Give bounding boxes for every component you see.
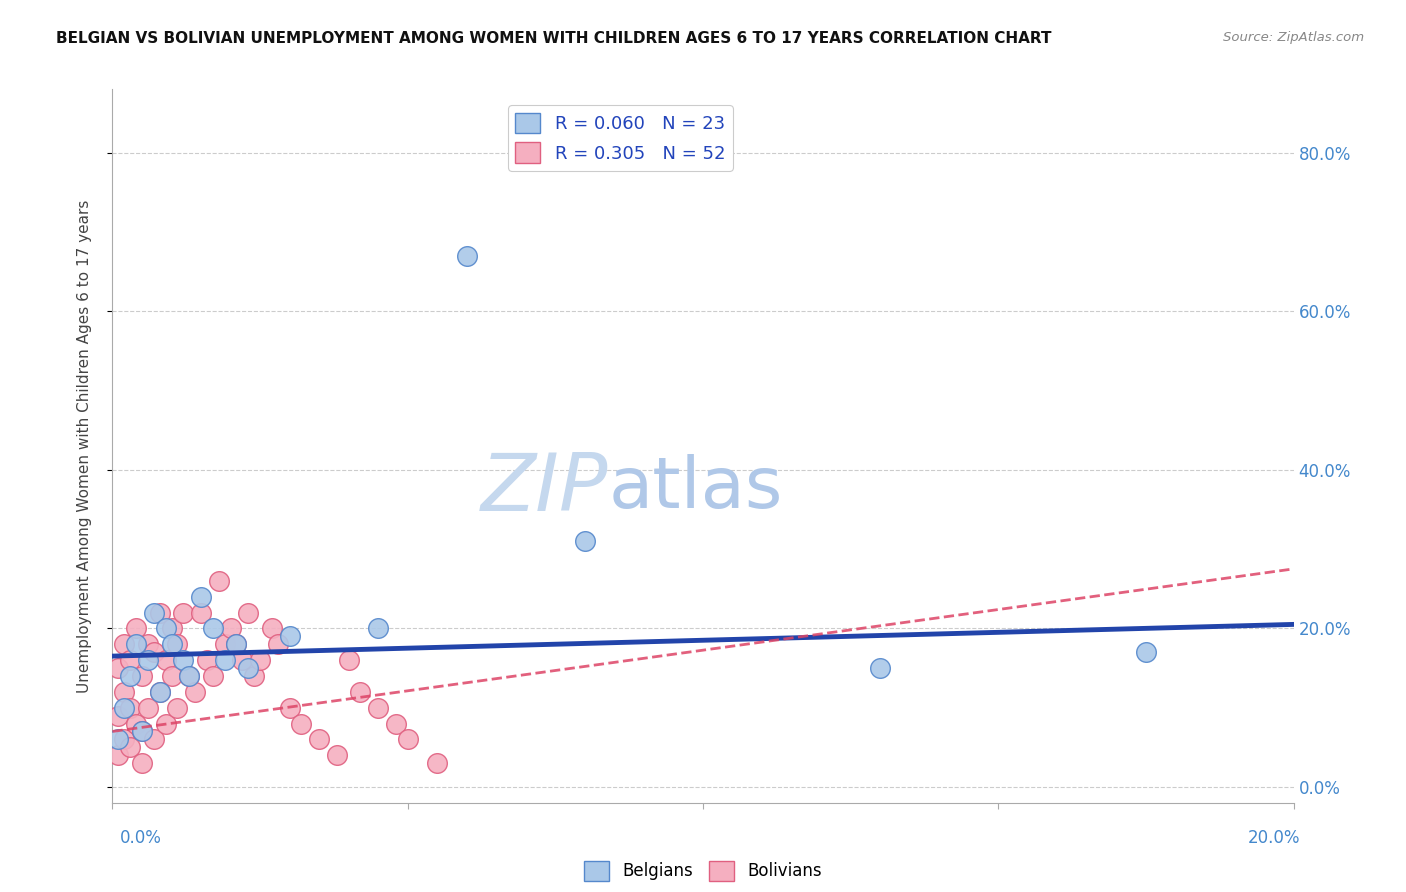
Point <box>278 700 301 714</box>
Point <box>142 732 165 747</box>
Point <box>166 637 188 651</box>
Point <box>367 700 389 714</box>
Text: ZIP: ZIP <box>481 450 609 528</box>
Point <box>367 621 389 635</box>
Point <box>396 732 419 747</box>
Point <box>112 700 135 714</box>
Point <box>142 645 165 659</box>
Point <box>125 716 148 731</box>
Text: 0.0%: 0.0% <box>120 829 162 847</box>
Point <box>136 637 159 651</box>
Point <box>131 756 153 771</box>
Point <box>120 700 142 714</box>
Point <box>1135 645 1157 659</box>
Point <box>107 748 129 763</box>
Point <box>201 669 224 683</box>
Point <box>149 606 172 620</box>
Point <box>142 606 165 620</box>
Point <box>869 661 891 675</box>
Point <box>231 653 253 667</box>
Point <box>195 653 218 667</box>
Point <box>120 740 142 755</box>
Point <box>267 637 290 651</box>
Point <box>201 621 224 635</box>
Point <box>308 732 330 747</box>
Point <box>190 606 212 620</box>
Point <box>149 685 172 699</box>
Point <box>155 621 177 635</box>
Point <box>260 621 283 635</box>
Point <box>238 661 260 675</box>
Point <box>155 716 177 731</box>
Point <box>136 653 159 667</box>
Point <box>208 574 231 588</box>
Point <box>160 621 183 635</box>
Point <box>112 732 135 747</box>
Point <box>107 732 129 747</box>
Point <box>219 621 242 635</box>
Point <box>160 637 183 651</box>
Point <box>155 653 177 667</box>
Point <box>225 637 247 651</box>
Point <box>426 756 449 771</box>
Point <box>125 621 148 635</box>
Point <box>184 685 207 699</box>
Point <box>149 685 172 699</box>
Point <box>249 653 271 667</box>
Point <box>112 637 135 651</box>
Point <box>131 669 153 683</box>
Point <box>172 606 194 620</box>
Point <box>107 661 129 675</box>
Point <box>214 653 236 667</box>
Point <box>290 716 312 731</box>
Text: BELGIAN VS BOLIVIAN UNEMPLOYMENT AMONG WOMEN WITH CHILDREN AGES 6 TO 17 YEARS CO: BELGIAN VS BOLIVIAN UNEMPLOYMENT AMONG W… <box>56 31 1052 46</box>
Point <box>214 637 236 651</box>
Point <box>107 708 129 723</box>
Point <box>131 724 153 739</box>
Point <box>238 606 260 620</box>
Point <box>120 653 142 667</box>
Point <box>225 637 247 651</box>
Point <box>456 249 478 263</box>
Text: Source: ZipAtlas.com: Source: ZipAtlas.com <box>1223 31 1364 45</box>
Y-axis label: Unemployment Among Women with Children Ages 6 to 17 years: Unemployment Among Women with Children A… <box>77 199 91 693</box>
Text: atlas: atlas <box>609 454 783 524</box>
Point <box>131 724 153 739</box>
Point <box>190 590 212 604</box>
Point <box>112 685 135 699</box>
Point <box>120 669 142 683</box>
Point <box>243 669 266 683</box>
Point <box>337 653 360 667</box>
Point <box>349 685 371 699</box>
Text: 20.0%: 20.0% <box>1249 829 1301 847</box>
Point <box>326 748 349 763</box>
Point <box>125 637 148 651</box>
Point <box>278 629 301 643</box>
Point <box>160 669 183 683</box>
Point <box>574 534 596 549</box>
Point <box>172 653 194 667</box>
Point <box>385 716 408 731</box>
Point <box>179 669 201 683</box>
Point <box>179 669 201 683</box>
Point <box>166 700 188 714</box>
Legend: R = 0.060   N = 23, R = 0.305   N = 52: R = 0.060 N = 23, R = 0.305 N = 52 <box>508 105 733 170</box>
Point <box>136 700 159 714</box>
